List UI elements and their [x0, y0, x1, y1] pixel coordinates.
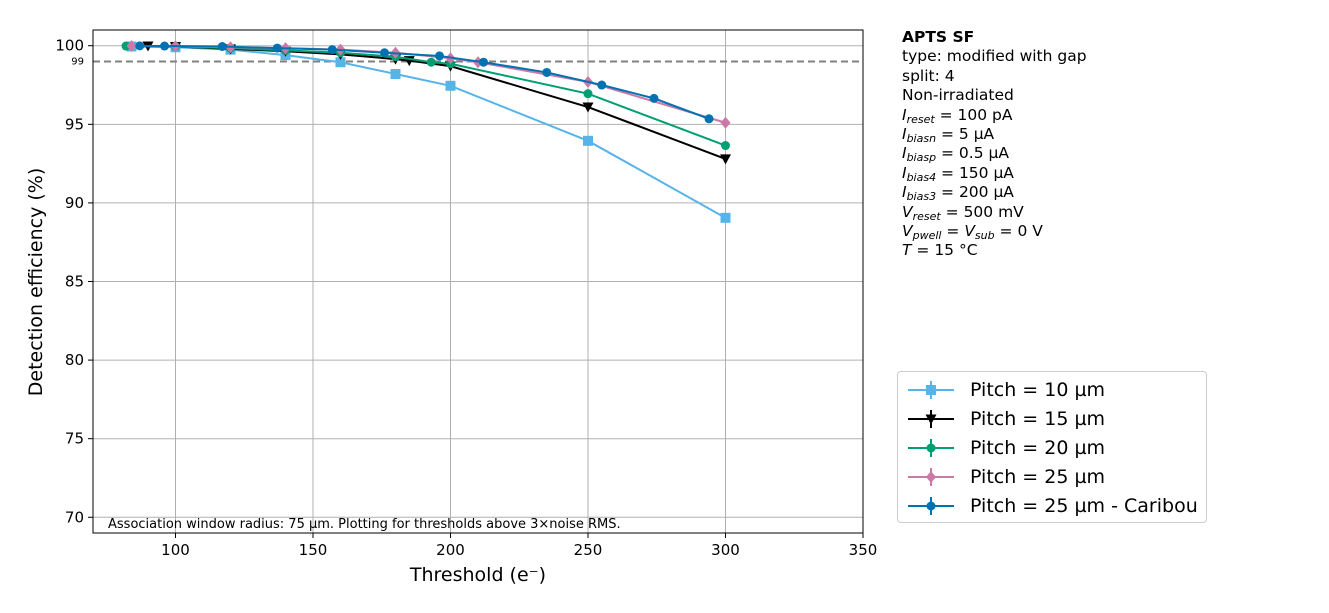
info-irradiation: Non-irradiated: [902, 86, 1014, 105]
data-point: [435, 51, 444, 61]
info-v-pwell-value: 0 V: [1017, 222, 1043, 241]
y-tick-label: 85: [65, 273, 84, 291]
info-i-bias4: Ibias4 = 150 µA: [902, 163, 1014, 184]
y-axis-label: Detection efficiency (%): [25, 168, 47, 396]
data-point: [160, 41, 169, 51]
data-point: [925, 414, 937, 425]
data-point: [380, 48, 389, 58]
info-temperature-value: 15 °C: [934, 241, 978, 260]
info-i-biasn: Ibiasn = 5 µA: [902, 125, 995, 146]
data-point: [926, 443, 936, 453]
data-point: [335, 57, 346, 68]
data-point: [583, 89, 593, 99]
series-group: [126, 40, 731, 129]
legend-item: Pitch = 25 µm - Caribou: [906, 492, 1198, 520]
legend-item: Pitch = 25 µm: [906, 463, 1105, 491]
data-point: [327, 45, 337, 55]
y-tick-label: 75: [65, 430, 84, 448]
x-tick-label: 150: [299, 541, 328, 559]
data-point: [479, 57, 488, 67]
data-point: [649, 93, 659, 103]
info-i-bias3: Ibias3 = 200 µA: [902, 183, 1014, 204]
data-point: [426, 57, 436, 67]
info-i-bias4-value: 150 µA: [958, 163, 1014, 182]
data-point: [721, 141, 730, 151]
legend-marker-1: [908, 410, 954, 428]
data-point: [597, 80, 607, 90]
data-point: [704, 114, 714, 124]
y-tick-label: 100: [55, 37, 84, 55]
legend-item: Pitch = 10 µm: [906, 376, 1105, 404]
x-tick-label: 200: [436, 541, 465, 559]
data-point: [445, 80, 456, 91]
series-line: [139, 44, 710, 120]
x-tick-label: 300: [711, 541, 740, 559]
info-panel: APTS SF type: modified with gap split: 4…: [902, 28, 1087, 261]
legend-marker-4: [908, 497, 954, 515]
info-temperature: T = 15 °C: [902, 241, 978, 260]
data-point: [542, 67, 552, 77]
series-line: [131, 45, 726, 219]
data-point: [582, 102, 594, 113]
info-v-reset-value: 500 mV: [963, 202, 1024, 221]
info-i-bias3-value: 200 µA: [958, 183, 1014, 202]
data-point: [720, 154, 731, 165]
data-point: [126, 40, 137, 53]
series-group: [142, 41, 731, 165]
x-axis-label: Threshold (e⁻): [409, 564, 546, 586]
legend-item: Pitch = 20 µm: [906, 434, 1105, 462]
data-point: [583, 135, 593, 146]
legend-marker-0: [908, 381, 954, 399]
reference-line-label: 99: [71, 56, 84, 67]
data-point: [272, 43, 282, 53]
info-i-biasp: Ibiasp = 0.5 µA: [902, 144, 1009, 165]
info-i-biasp-value: 0.5 µA: [958, 144, 1009, 163]
legend-label: Pitch = 20 µm: [970, 437, 1106, 459]
chart-legend: Pitch = 10 µm Pitch = 15 µm Pitch = 20 µ…: [897, 371, 1207, 523]
legend-marker-2: [908, 439, 954, 457]
legend-label: Pitch = 10 µm: [970, 379, 1106, 401]
legend-label: Pitch = 25 µm: [970, 466, 1106, 488]
annotation-text: Association window radius: 75 µm. Plotti…: [108, 517, 621, 532]
grid-lines: [93, 30, 864, 533]
info-i-reset-value: 100 pA: [957, 105, 1013, 124]
legend-label: Pitch = 15 µm: [970, 408, 1106, 430]
y-tick-label: 70: [65, 508, 84, 526]
legend-marker-3: [908, 468, 954, 486]
x-tick-label: 350: [849, 541, 878, 559]
data-point: [720, 116, 731, 129]
info-v-reset: Vreset = 500 mV: [902, 202, 1024, 223]
info-i-reset: Ireset = 100 pA: [902, 105, 1013, 126]
data-point: [926, 501, 936, 511]
data-point: [720, 212, 731, 223]
y-tick-label: 95: [65, 115, 84, 133]
y-tick-label: 80: [65, 351, 84, 369]
x-tick-label: 100: [161, 541, 190, 559]
data-point: [390, 69, 401, 80]
series-group: [121, 41, 730, 151]
legend-label: Pitch = 25 µm - Caribou: [970, 495, 1198, 517]
data-point: [926, 471, 936, 483]
data-point: [217, 42, 227, 52]
series-group: [135, 41, 714, 124]
x-tick-label: 250: [574, 541, 603, 559]
info-title: APTS SF: [902, 28, 975, 46]
info-v-pwell: Vpwell = Vsub = 0 V: [902, 222, 1043, 243]
data-point: [135, 41, 145, 51]
y-tick-label: 90: [65, 194, 84, 212]
series-group: [126, 41, 731, 223]
info-split: split: 4: [902, 66, 955, 85]
info-type: type: modified with gap: [902, 47, 1087, 66]
series-layer: [121, 40, 731, 223]
info-i-biasn-value: 5 µA: [958, 125, 995, 144]
data-point: [926, 385, 936, 395]
data-point: [121, 41, 131, 51]
legend-item: Pitch = 15 µm: [906, 405, 1105, 433]
